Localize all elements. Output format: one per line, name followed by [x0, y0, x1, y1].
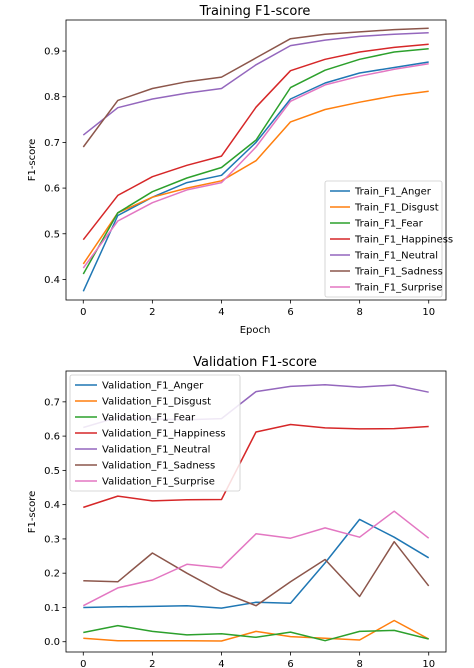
x-tick-label: 8 — [356, 307, 362, 318]
series-lines — [82, 27, 429, 292]
legend-label: Train_F1_Sadness — [354, 267, 443, 278]
y-tick-label: 0.1 — [44, 603, 60, 614]
legend: Train_F1_Anger Train_F1_Disgust Train_F1_F… — [324, 180, 453, 298]
y-tick-label: 0.4 — [44, 275, 60, 286]
legend-label: Validation_F1_Happiness — [102, 429, 226, 440]
series-line — [82, 27, 429, 148]
y-axis-ticks: 0.4 0.5 0.6 0.7 0.8 0.9 — [44, 47, 66, 286]
legend-label: Train_F1_Happiness — [354, 235, 453, 246]
x-tick-label: 6 — [287, 307, 293, 318]
y-tick-label: 0.5 — [44, 466, 60, 477]
legend: Validation_F1_Anger Validation_F1_Disgust… — [69, 374, 241, 492]
y-tick-label: 0.9 — [44, 47, 60, 58]
series-line — [83, 518, 430, 609]
y-tick-label: 0.4 — [44, 500, 60, 511]
y-tick-label: 0.8 — [44, 92, 60, 103]
y-tick-label: 0.5 — [44, 229, 60, 240]
y-axis-ticks: 0.0 0.1 0.2 0.3 0.4 0.5 0.6 0.7 — [44, 397, 66, 648]
series-line — [82, 32, 429, 136]
legend-box — [324, 180, 443, 298]
x-axis-ticks: 0 2 4 6 8 10 — [80, 652, 435, 668]
series-line — [82, 63, 429, 269]
series-line — [83, 423, 429, 509]
legend-label: Validation_F1_Anger — [102, 381, 204, 392]
x-tick-label: 4 — [218, 307, 224, 318]
x-axis-ticks: 0 2 4 6 8 10 — [80, 300, 435, 318]
y-axis-label: F1-score — [27, 139, 38, 182]
x-tick-label: 0 — [80, 659, 86, 668]
x-tick-label: 10 — [422, 659, 435, 668]
legend-label: Validation_F1_Sadness — [102, 461, 215, 472]
x-tick-label: 0 — [80, 307, 86, 318]
legend-label: Train_F1_Neutral — [354, 251, 438, 262]
legend-label: Train_F1_Fear — [354, 219, 424, 230]
series-line — [82, 510, 430, 607]
series-line — [83, 624, 429, 642]
series-line — [82, 48, 429, 275]
legend-label: Train_F1_Surprise — [354, 283, 443, 294]
y-tick-label: 0.7 — [44, 138, 60, 149]
chart-title: Validation F1-score — [193, 355, 317, 370]
x-tick-label: 6 — [287, 659, 293, 668]
series-line — [82, 90, 429, 265]
y-tick-label: 0.2 — [44, 569, 60, 580]
x-tick-label: 10 — [422, 307, 435, 318]
x-tick-label: 8 — [356, 659, 362, 668]
legend-label: Validation_F1_Surprise — [102, 477, 215, 488]
x-tick-label: 2 — [149, 659, 155, 668]
x-tick-label: 2 — [149, 307, 155, 318]
x-axis-label: Epoch — [240, 325, 271, 336]
chart-title: Training F1-score — [199, 4, 311, 19]
y-tick-label: 0.3 — [44, 534, 60, 545]
y-axis-label: F1-score — [27, 491, 38, 534]
series-line — [82, 61, 429, 292]
legend-box — [69, 374, 241, 492]
y-tick-label: 0.6 — [44, 184, 60, 195]
series-line — [83, 619, 430, 642]
y-tick-label: 0.6 — [44, 432, 60, 443]
series-line — [83, 540, 430, 607]
legend-label: Validation_F1_Disgust — [102, 397, 211, 408]
series-lines — [82, 383, 430, 642]
legend-label: Train_F1_Anger — [354, 187, 432, 198]
legend-label: Validation_F1_Fear — [102, 413, 196, 424]
y-tick-label: 0.0 — [44, 637, 60, 648]
plot-frame — [65, 370, 447, 653]
plot-frame — [65, 19, 447, 301]
legend-label: Validation_F1_Neutral — [102, 445, 210, 456]
validation-chart: Validation F1-score 0.00.10.20.30.40.50.… — [27, 355, 447, 668]
legend-label: Train_F1_Disgust — [354, 203, 439, 214]
x-tick-label: 4 — [218, 659, 224, 668]
training-chart: Training F1-score 0.4 0.5 0.6 0.7 0.8 0.9 0 2 4… — [27, 4, 453, 336]
series-line — [82, 43, 429, 241]
y-tick-label: 0.7 — [44, 397, 60, 408]
